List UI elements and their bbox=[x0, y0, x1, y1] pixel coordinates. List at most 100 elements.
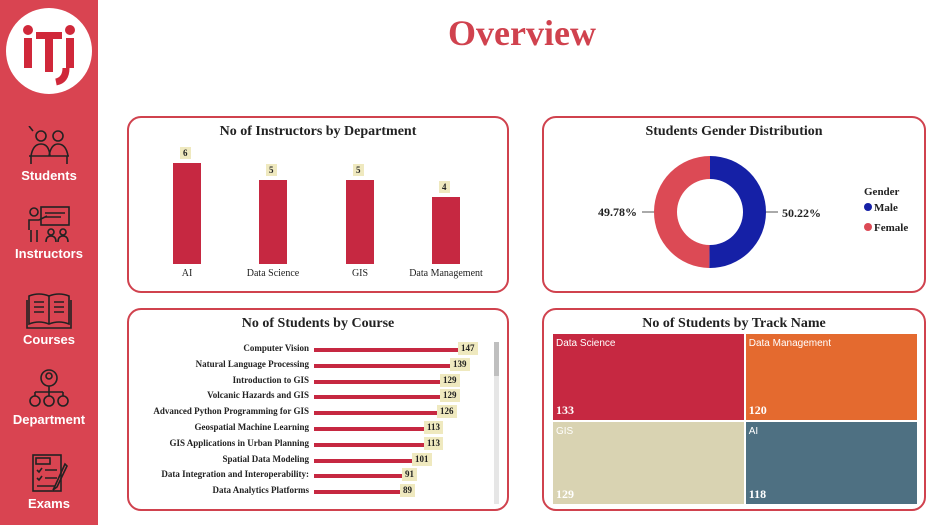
course-name-label: Natural Language Processing bbox=[195, 358, 309, 369]
nav-exams[interactable]: Exams bbox=[0, 452, 98, 511]
course-name-label: GIS Applications in Urban Planning bbox=[169, 437, 309, 448]
course-bar bbox=[314, 474, 403, 479]
nav-courses-label: Courses bbox=[22, 332, 76, 347]
sidebar: Students Instructors bbox=[0, 0, 98, 525]
nav-department-label: Department bbox=[12, 412, 86, 427]
course-row: Introduction to GIS 129 bbox=[129, 373, 489, 390]
course-name-label: Spatial Data Modeling bbox=[222, 453, 309, 464]
nav-exams-label: Exams bbox=[28, 496, 70, 511]
bar-gis bbox=[346, 179, 374, 264]
course-bar bbox=[314, 427, 425, 431]
course-row: Data Integration and Interoperability: 91 bbox=[129, 468, 489, 484]
tile-value-label: 118 bbox=[748, 486, 767, 501]
course-name-label: Advanced Python Programming for GIS bbox=[153, 406, 309, 417]
tile-value-label: 129 bbox=[556, 486, 574, 501]
course-row: Data Analytics Platforms 89 bbox=[129, 484, 489, 500]
course-row: Spatial Data Modeling 101 bbox=[129, 452, 489, 469]
bar-data-science bbox=[259, 179, 287, 264]
category-label: Data Science bbox=[246, 268, 300, 279]
course-value-label: 126 bbox=[437, 405, 457, 419]
female-percent-label: 49.78% bbox=[598, 205, 637, 219]
nav-instructors[interactable]: Instructors bbox=[0, 204, 98, 261]
chart-title: No of Students by Course bbox=[241, 316, 395, 331]
course-name-label: Volcanic Hazards and GIS bbox=[207, 390, 309, 401]
legend-title: Gender bbox=[864, 186, 900, 198]
students-icon bbox=[28, 126, 69, 164]
instructor-icon bbox=[28, 206, 70, 243]
data-label: 5 bbox=[266, 163, 277, 176]
legend-item-female: Female bbox=[864, 222, 908, 234]
org-chart-icon bbox=[29, 369, 69, 407]
chart-title: No of Students by Track Name bbox=[642, 316, 826, 331]
course-bar bbox=[314, 490, 401, 495]
course-bar bbox=[314, 411, 438, 416]
tile-name-label: AI bbox=[748, 425, 759, 437]
category-label: Data Management bbox=[409, 268, 483, 279]
course-bar bbox=[314, 348, 459, 352]
course-value-label: 129 bbox=[440, 373, 460, 387]
nav-department[interactable]: Department bbox=[0, 368, 98, 427]
course-row: GIS Applications in Urban Planning 113 bbox=[129, 436, 489, 453]
legend-item-male: Male bbox=[864, 202, 898, 214]
course-row: Computer Vision 147 bbox=[129, 342, 489, 358]
gender-distribution-card: Students Gender Distribution 49.78% 50.2… bbox=[542, 116, 926, 293]
students-by-track-card: No of Students by Track Name Data Scienc… bbox=[542, 308, 926, 511]
data-label: 5 bbox=[353, 163, 364, 176]
legend-female-label: Female bbox=[874, 222, 909, 234]
nav-courses[interactable]: Courses bbox=[0, 288, 98, 347]
chart-title: Students Gender Distribution bbox=[645, 124, 823, 139]
tile-value-label: 133 bbox=[556, 403, 574, 418]
male-percent-label: 50.22% bbox=[782, 206, 821, 220]
bar-data-management bbox=[432, 196, 460, 264]
category-label: AI bbox=[181, 268, 193, 279]
treemap-tile-data-science: Data Science 133 bbox=[553, 334, 744, 421]
students-by-course-bar-chart: Computer Vision 147 Natural Language Proce… bbox=[129, 342, 509, 507]
gender-donut-chart bbox=[642, 156, 778, 268]
course-bar bbox=[314, 395, 441, 400]
exam-icon bbox=[32, 454, 68, 492]
course-value-label: 139 bbox=[450, 357, 470, 371]
bar-ai bbox=[173, 162, 201, 264]
iti-logo-mark bbox=[23, 25, 75, 86]
data-label: 4 bbox=[439, 180, 450, 193]
course-value-label: 91 bbox=[402, 468, 417, 482]
course-value-label: 101 bbox=[412, 452, 432, 466]
course-bar bbox=[314, 379, 441, 384]
tile-name-label: Data Management bbox=[748, 338, 832, 349]
course-chart-scroll-thumb[interactable] bbox=[494, 342, 499, 376]
nav-students[interactable]: Students bbox=[0, 126, 98, 183]
treemap-tile-gis: GIS 129 bbox=[553, 422, 744, 504]
course-row: Volcanic Hazards and GIS 129 bbox=[129, 389, 489, 405]
chart-title: No of Instructors by Department bbox=[219, 124, 417, 139]
nav-students-label: Students bbox=[21, 168, 77, 183]
course-name-label: Introduction to GIS bbox=[232, 374, 309, 385]
course-value-label: 129 bbox=[440, 389, 460, 403]
treemap-tile-ai: AI 118 bbox=[745, 421, 917, 504]
course-name-label: Geospatial Machine Learning bbox=[194, 422, 310, 432]
donut-slice-male bbox=[709, 156, 766, 268]
data-label: 6 bbox=[180, 146, 191, 159]
course-value-label: 147 bbox=[458, 342, 478, 355]
nav-instructors-label: Instructors bbox=[15, 246, 83, 261]
treemap-tile-data-management: Data Management 120 bbox=[745, 334, 917, 420]
female-dot-icon bbox=[864, 223, 872, 231]
page-title: Overview bbox=[448, 13, 596, 53]
donut-slice-female bbox=[653, 156, 710, 268]
course-row: Geospatial Machine Learning 113 bbox=[129, 421, 489, 437]
students-by-track-treemap: Data Science 133 Data Management 120 GIS 129 A… bbox=[553, 334, 917, 504]
instructors-by-department-card: No of Instructors by Department 6 AI 5 Data… bbox=[127, 116, 509, 293]
course-bar bbox=[314, 363, 451, 368]
course-value-label: 89 bbox=[400, 484, 415, 498]
course-row: Natural Language Processing 139 bbox=[129, 357, 489, 374]
course-chart-scrollbar[interactable] bbox=[494, 342, 499, 504]
book-icon bbox=[26, 293, 72, 329]
tile-name-label: GIS bbox=[556, 426, 574, 438]
course-value-label: 113 bbox=[424, 421, 444, 434]
course-row: Advanced Python Programming for GIS 126 bbox=[129, 405, 489, 421]
course-name-label: Data Integration and Interoperability: bbox=[161, 469, 309, 480]
legend-male-label: Male bbox=[874, 202, 898, 214]
male-dot-icon bbox=[864, 203, 872, 211]
category-label: GIS bbox=[351, 268, 369, 279]
course-name-label: Data Analytics Platforms bbox=[212, 485, 310, 496]
students-by-course-card: No of Students by Course Computer Vision… bbox=[127, 308, 509, 511]
